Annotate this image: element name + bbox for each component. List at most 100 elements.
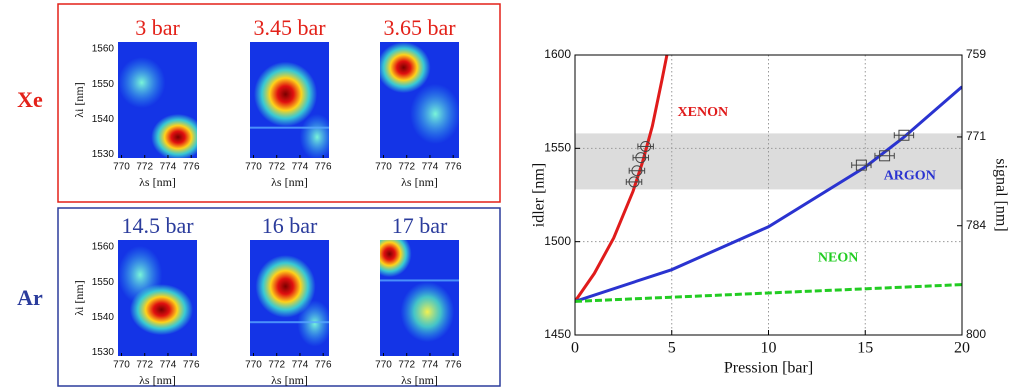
series-label: ARGON bbox=[884, 169, 936, 184]
panel-title: 3.45 bar bbox=[253, 15, 326, 40]
x-tick-label: 770 bbox=[375, 162, 392, 173]
marker bbox=[635, 152, 647, 164]
y-tick-label: 1550 bbox=[92, 277, 115, 288]
plot-frame bbox=[574, 54, 963, 336]
x-tick-label: 776 bbox=[445, 360, 462, 371]
y-tick-label: 1560 bbox=[92, 242, 115, 253]
heatmap-blob bbox=[255, 255, 316, 318]
heatmap-blob bbox=[299, 113, 329, 158]
heatmap-blob bbox=[380, 42, 431, 94]
y2-tick-label: 771 bbox=[966, 129, 986, 143]
x-tick-label: 774 bbox=[422, 360, 439, 371]
y-tick-label: 1600 bbox=[544, 47, 571, 61]
series-line bbox=[575, 283, 962, 303]
x-tick-label: 772 bbox=[398, 360, 415, 371]
heatmap-streak bbox=[250, 321, 329, 324]
y-tick-label: 1530 bbox=[92, 347, 115, 358]
x-tick-label: 770 bbox=[375, 360, 392, 371]
heatmap bbox=[380, 240, 459, 356]
y2-tick-label: 784 bbox=[966, 218, 986, 232]
x-tick-label: 776 bbox=[315, 162, 332, 173]
x-tick-label: 5 bbox=[668, 340, 676, 357]
heatmap-blob bbox=[118, 57, 166, 109]
panel-title: 16 bar bbox=[262, 213, 318, 238]
marker bbox=[640, 140, 652, 152]
ar-frame bbox=[57, 207, 501, 387]
x-axis-label: λs [nm] bbox=[139, 175, 176, 189]
heatmap-blob bbox=[129, 284, 194, 336]
x-axis-label: λs [nm] bbox=[271, 175, 308, 189]
heatmap bbox=[380, 42, 459, 158]
panel-title: 14.5 bar bbox=[121, 213, 194, 238]
x-tick-label: 772 bbox=[136, 360, 153, 371]
panel-title: 3.65 bar bbox=[383, 15, 456, 40]
x-tick-label: 774 bbox=[292, 162, 309, 173]
x-tick-label: 20 bbox=[954, 340, 970, 357]
x-tick-label: 0 bbox=[571, 340, 579, 357]
y-tick-label: 1540 bbox=[92, 114, 115, 125]
xe-frame bbox=[57, 3, 501, 203]
y-tick-label: 1530 bbox=[92, 149, 115, 160]
heatmap bbox=[118, 42, 197, 158]
x-tick-label: 776 bbox=[315, 360, 332, 371]
heatmap-blob bbox=[151, 113, 197, 158]
y-tick-label: 1450 bbox=[544, 327, 571, 341]
x-tick-label: 770 bbox=[113, 360, 130, 371]
marker bbox=[628, 176, 640, 188]
marker bbox=[879, 150, 891, 162]
heatmap-blob bbox=[400, 281, 455, 343]
y2-axis-label: signal [nm] bbox=[992, 158, 1009, 231]
x-tick-label: 772 bbox=[136, 162, 153, 173]
heatmap bbox=[250, 240, 329, 356]
x-tick-label: 774 bbox=[422, 162, 439, 173]
y-tick-label: 1540 bbox=[92, 312, 115, 323]
x-tick-label: 10 bbox=[761, 340, 777, 357]
heatmap-blob bbox=[253, 61, 318, 127]
x-tick-label: 776 bbox=[445, 162, 462, 173]
panel-title: 3 bar bbox=[135, 15, 180, 40]
heatmap-streak bbox=[380, 279, 459, 282]
y-tick-label: 1500 bbox=[544, 234, 571, 248]
row-label: Ar bbox=[17, 285, 43, 310]
y-tick-label: 1550 bbox=[92, 79, 115, 90]
y-axis-label: λi [nm] bbox=[72, 280, 86, 315]
row-label: Xe bbox=[17, 87, 43, 112]
series-label: NEON bbox=[818, 251, 858, 266]
x-axis-label: λs [nm] bbox=[271, 373, 308, 387]
series-line bbox=[575, 85, 962, 303]
x-tick-label: 774 bbox=[160, 360, 177, 371]
y2-tick-label: 800 bbox=[966, 327, 986, 341]
x-axis-label: λs [nm] bbox=[139, 373, 176, 387]
y-tick-label: 1550 bbox=[544, 141, 571, 155]
x-tick-label: 776 bbox=[183, 360, 200, 371]
x-tick-label: 772 bbox=[268, 360, 285, 371]
x-tick-label: 770 bbox=[113, 162, 130, 173]
y-axis-label: idler [nm] bbox=[531, 163, 548, 227]
x-axis-label: λs [nm] bbox=[401, 373, 438, 387]
x-axis-label: λs [nm] bbox=[401, 175, 438, 189]
marker bbox=[898, 129, 910, 141]
y-tick-label: 1560 bbox=[92, 44, 115, 55]
x-tick-label: 774 bbox=[160, 162, 177, 173]
y-axis-label: λi [nm] bbox=[72, 82, 86, 117]
heatmap-blob bbox=[297, 300, 329, 347]
marker bbox=[631, 165, 643, 177]
series-line bbox=[575, 55, 669, 303]
heatmap bbox=[250, 42, 329, 158]
x-tick-label: 15 bbox=[857, 340, 873, 357]
x-axis-label: Pression [bar] bbox=[724, 360, 813, 377]
x-tick-label: 772 bbox=[268, 162, 285, 173]
heatmap bbox=[118, 240, 197, 356]
heatmap-blob bbox=[380, 240, 412, 278]
y2-tick-label: 759 bbox=[966, 47, 986, 61]
heatmap-streak bbox=[250, 126, 329, 129]
heatmap-blob bbox=[410, 83, 459, 145]
x-tick-label: 774 bbox=[292, 360, 309, 371]
series-label: XENON bbox=[678, 105, 729, 120]
x-tick-label: 770 bbox=[245, 360, 262, 371]
marker bbox=[855, 159, 867, 171]
x-tick-label: 776 bbox=[183, 162, 200, 173]
panel-title: 17 bar bbox=[392, 213, 448, 238]
x-tick-label: 770 bbox=[245, 162, 262, 173]
